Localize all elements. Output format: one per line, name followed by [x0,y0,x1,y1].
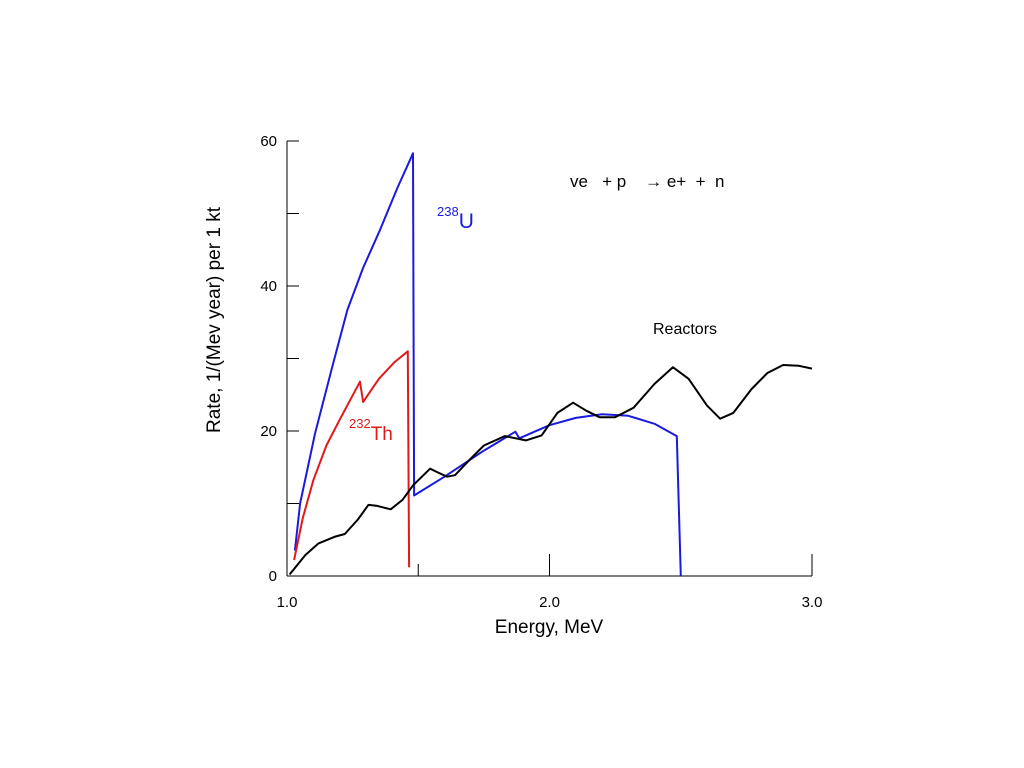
series-label-th232: 232Th [349,416,393,445]
y-axis-title: Rate, 1/(Mev year) per 1 kt [204,206,225,433]
reaction-label: ve + p → e+ + n [570,172,725,191]
series-line-238u [293,152,682,577]
x-tick-label: 2.0 [539,594,560,611]
x-axis-title: Energy, MeV [495,617,604,638]
th232-symbol: Th [371,424,393,445]
u238-symbol: U [459,210,474,233]
y-tick-label: 40 [260,278,277,295]
th232-mass-number: 232 [349,416,371,431]
y-tick-label: 0 [269,568,277,585]
x-tick-label: 3.0 [802,594,823,611]
series-line-reactors [288,364,813,576]
axes: 0 20 40 60 1.0 2.0 3.0 [260,133,822,611]
y-tick-label: 60 [260,133,277,150]
u238-mass-number: 238 [437,204,459,219]
series-label-u238: 238U [437,204,474,233]
series-label-reactors: Reactors [653,321,717,338]
series-group [288,152,813,577]
y-tick-label: 20 [260,423,277,440]
x-tick-label: 1.0 [277,594,298,611]
series-line-232th [293,350,411,568]
